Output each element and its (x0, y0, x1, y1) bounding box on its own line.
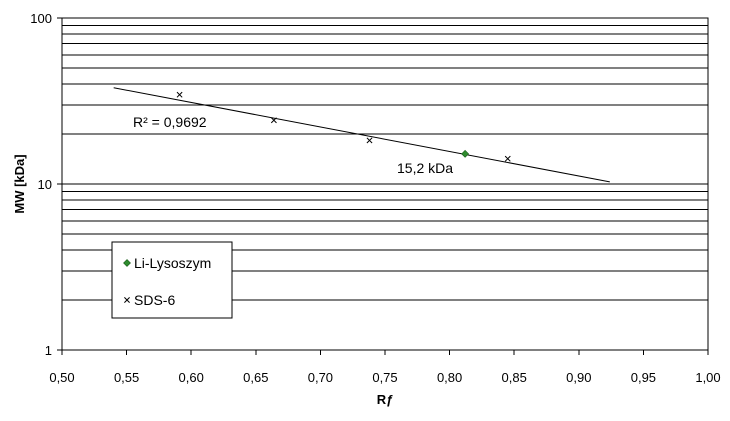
x-tick-label: 0,75 (372, 370, 397, 385)
trendline-group (113, 87, 610, 183)
x-tick-label: 0,95 (631, 370, 656, 385)
x-tick-label: 0,55 (114, 370, 139, 385)
y-axis-title: MW [kDa] (12, 154, 27, 213)
x-tick-label: 1,00 (695, 370, 720, 385)
x-tick-label: 0,70 (308, 370, 333, 385)
data-points (176, 91, 511, 162)
legend: Li-Lysoszym SDS-6 (111, 241, 233, 319)
y-tick-label: 100 (30, 11, 52, 26)
x-axis-title: Rƒ (377, 392, 394, 407)
trendline (113, 87, 610, 183)
gridlines (62, 17, 708, 301)
x-tick-label: 0,60 (179, 370, 204, 385)
point-sds-6 (270, 117, 277, 124)
legend-label-li-lysoszym: Li-Lysoszym (134, 255, 211, 271)
x-tick-label: 0,80 (437, 370, 462, 385)
legend-label-sds-6: SDS-6 (134, 292, 175, 308)
x-tick-label: 0,65 (243, 370, 268, 385)
legend-marker-sds-6 (124, 297, 130, 303)
x-tick-label: 0,50 (49, 370, 74, 385)
legend-box (111, 241, 233, 319)
point-li-lysoszym (461, 149, 470, 158)
x-tick-label: 0,90 (566, 370, 591, 385)
point-sds-6 (504, 155, 511, 162)
r-squared-annotation: R² = 0,9692 (133, 114, 207, 130)
point-sds-6 (176, 91, 183, 98)
point-sds-6 (366, 137, 373, 144)
y-tick-label: 10 (38, 177, 52, 192)
legend-marker-li-lysoszym (123, 259, 131, 267)
x-tick-label: 0,85 (502, 370, 527, 385)
legend-markers (123, 259, 131, 303)
axis-ticks (57, 17, 709, 355)
value-annotation: 15,2 kDa (397, 160, 453, 176)
tick-labels: 0,50 0,55 0,60 0,65 0,70 0,75 0,80 0,85 0,90 0,95… (30, 11, 720, 385)
y-tick-label: 1 (45, 343, 52, 358)
